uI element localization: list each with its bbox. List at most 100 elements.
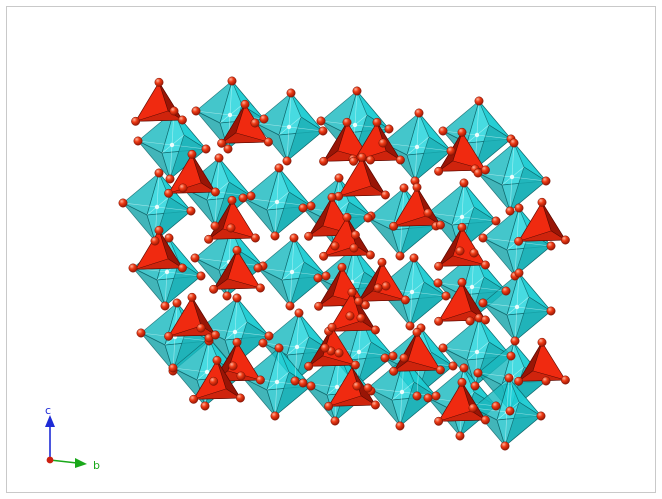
oxygen-sphere	[286, 88, 296, 98]
oxygen-atom	[200, 401, 210, 411]
oxygen-atom	[434, 416, 444, 426]
oxygen-atom	[285, 301, 295, 311]
oxygen-sphere	[347, 287, 357, 297]
octahedron-inner-edge	[266, 371, 290, 391]
octahedron-inner-edge	[391, 381, 415, 401]
oxygen-sphere	[360, 300, 370, 310]
axis-c-label: c	[45, 404, 52, 417]
oxygen-atom	[470, 381, 480, 391]
oxygen-sphere	[128, 263, 138, 273]
oxygen-sphere	[412, 391, 422, 401]
oxygen-sphere	[227, 76, 237, 86]
oxygen-atom	[330, 241, 340, 251]
oxygen-atom	[350, 230, 360, 240]
oxygen-atom	[210, 221, 220, 231]
oxygen-sphere	[164, 233, 174, 243]
oxygen-atom	[360, 300, 370, 310]
oxygen-atom	[357, 152, 367, 162]
oxygen-sphere	[200, 401, 210, 411]
oxygen-sphere	[412, 182, 422, 192]
oxygen-atom	[227, 195, 237, 205]
oxygen-sphere	[381, 281, 391, 291]
oxygen-atoms-layer	[118, 76, 570, 451]
oxygen-sphere	[270, 231, 280, 241]
oxygen-atom	[455, 431, 465, 441]
oxygen-atom	[259, 114, 269, 124]
oxygen-atom	[164, 188, 174, 198]
octahedron-inner-edge	[506, 296, 530, 316]
oxygen-sphere	[378, 138, 388, 148]
oxygen-sphere	[388, 351, 398, 361]
oxygen-atom	[514, 236, 524, 246]
oxygen-sphere	[217, 138, 227, 148]
oxygen-atom	[365, 250, 375, 260]
oxygen-sphere	[294, 308, 304, 318]
oxygen-sphere	[380, 190, 390, 200]
tetrahedron-side-face	[307, 355, 356, 367]
octahedron-inner-edge	[466, 341, 490, 361]
oxygen-atom	[423, 208, 433, 218]
oxygen-sphere	[190, 253, 200, 263]
oxygen-sphere	[210, 187, 220, 197]
oxygen-sphere	[468, 403, 478, 413]
tetrahedra-layer	[134, 81, 567, 422]
octahedron-inner-edge	[406, 136, 430, 156]
oxygen-atom	[501, 286, 511, 296]
oxygen-atom	[349, 156, 359, 166]
oxygen-sphere	[457, 277, 467, 287]
oxygen-atom	[177, 115, 187, 125]
oxygen-atom	[160, 301, 170, 311]
oxygen-atom	[189, 394, 199, 404]
octahedron-face	[414, 136, 452, 183]
oxygen-atom	[334, 348, 344, 358]
oxygen-atom	[446, 146, 456, 156]
oxygen-atom	[319, 251, 329, 261]
oxygen-atom	[212, 355, 222, 365]
oxygen-atom	[400, 295, 410, 305]
oxygen-sphere	[327, 322, 337, 332]
oxygen-sphere	[352, 86, 362, 96]
oxygen-sphere	[473, 368, 483, 378]
oxygen-sphere	[377, 257, 387, 267]
octahedron	[477, 142, 548, 213]
oxygen-atom	[274, 343, 284, 353]
oxygen-atom	[264, 331, 274, 341]
oxygen-atom	[222, 291, 232, 301]
oxygen-sphere	[546, 241, 556, 251]
structure-viewport[interactable]: c b	[6, 6, 656, 493]
oxygen-sphere	[290, 376, 300, 386]
oxygen-sphere	[235, 393, 245, 403]
oxygen-sphere	[150, 236, 160, 246]
oxygen-sphere	[506, 351, 516, 361]
oxygen-sphere	[478, 298, 488, 308]
oxygen-atom	[354, 296, 364, 306]
oxygen-sphere	[465, 316, 475, 326]
oxygen-atom	[187, 292, 197, 302]
oxygen-atom	[327, 192, 337, 202]
oxygen-sphere	[201, 144, 211, 154]
oxygen-atom	[363, 383, 373, 393]
oxygen-atom	[514, 203, 524, 213]
oxygen-sphere	[470, 381, 480, 391]
crystal-structure-scene[interactable]	[7, 7, 657, 494]
oxygen-atom	[232, 293, 242, 303]
octahedron-face	[399, 381, 437, 428]
oxygen-atom	[136, 328, 146, 338]
oxygen-sphere	[409, 253, 419, 263]
oxygen-sphere	[478, 233, 488, 243]
oxygen-sphere	[372, 117, 382, 127]
oxygen-sphere	[306, 381, 316, 391]
oxygen-sphere	[541, 376, 551, 386]
oxygen-sphere	[298, 203, 308, 213]
octahedron-inner-edge	[286, 336, 310, 356]
oxygen-sphere	[164, 331, 174, 341]
oxygen-sphere	[250, 233, 260, 243]
oxygen-sphere	[222, 291, 232, 301]
oxygen-atom	[431, 391, 441, 401]
axis-c-arrowhead	[45, 415, 55, 427]
oxygen-atom	[377, 257, 387, 267]
oxygen-atom	[541, 176, 551, 186]
oxygen-sphere	[399, 183, 409, 193]
oxygen-atom	[505, 206, 515, 216]
oxygen-atom	[537, 337, 547, 347]
